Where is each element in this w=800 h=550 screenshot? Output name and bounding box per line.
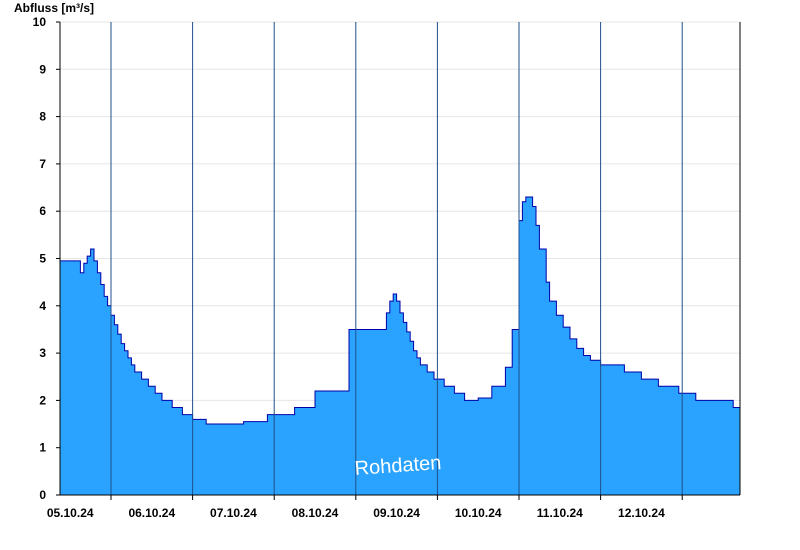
day-separator-lines: [110, 22, 683, 495]
x-axis-ticks: 05.10.24 06.10.24 07.10.24 08.10.24 09.10.24…: [47, 495, 683, 520]
y-tick-label: 8: [39, 110, 46, 124]
y-tick-label: 3: [39, 346, 46, 360]
y-tick-label: 6: [39, 204, 46, 218]
y-tick-label: 9: [39, 62, 46, 76]
y-axis-label: Abfluss [m³/s]: [14, 1, 95, 15]
y-tick-label: 5: [39, 252, 46, 266]
x-tick-label: 09.10.24: [373, 506, 420, 520]
x-tick-label: 06.10.24: [128, 506, 175, 520]
discharge-area: [60, 197, 740, 495]
y-tick-label: 7: [39, 157, 46, 171]
discharge-line: [60, 196, 740, 425]
y-tick-label: 4: [39, 299, 46, 313]
y-axis-ticks: 0 1 2 3 4 5 6 7 8 9 10: [33, 15, 60, 502]
y-tick-label: 0: [39, 488, 46, 502]
x-tick-label: 10.10.24: [455, 506, 502, 520]
x-tick-label: 08.10.24: [292, 506, 339, 520]
y-tick-label: 10: [33, 15, 47, 29]
x-tick-label: 12.10.24: [618, 506, 665, 520]
x-tick-label: 11.10.24: [537, 506, 583, 520]
y-tick-label: 2: [39, 393, 46, 407]
x-tick-label: 05.10.24: [47, 506, 94, 520]
y-tick-label: 1: [39, 441, 46, 455]
x-tick-label: 07.10.24: [210, 506, 257, 520]
